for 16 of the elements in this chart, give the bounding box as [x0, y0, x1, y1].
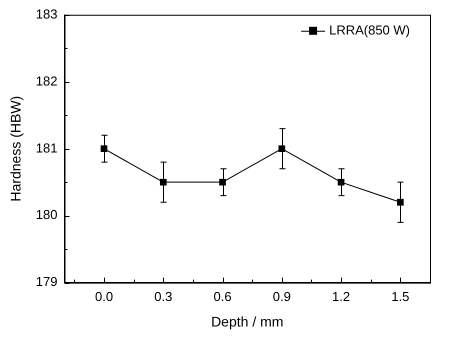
x-tick-label: 1.5 [391, 288, 410, 304]
y-tick-label: 180 [36, 207, 58, 222]
y-axis-title: Hardness (HBW) [7, 96, 24, 202]
x-tick-label: 0.3 [154, 288, 172, 304]
x-axis-title: Depth / mm [211, 313, 284, 330]
point [219, 178, 226, 186]
y-tick-label: 181 [36, 140, 58, 156]
y-tick-label: 182 [36, 73, 58, 88]
y-tick-label: 179 [36, 274, 58, 290]
point [100, 145, 108, 152]
x-tick-label: 0.0 [94, 288, 114, 304]
x-tick-label: 0.6 [214, 288, 232, 304]
x-tick-label: 1.2 [332, 288, 350, 304]
legend-label: LRRA(850 W) [329, 22, 410, 38]
y-tick-label: 183 [36, 6, 58, 22]
x-tick-label: 0.9 [272, 288, 291, 304]
